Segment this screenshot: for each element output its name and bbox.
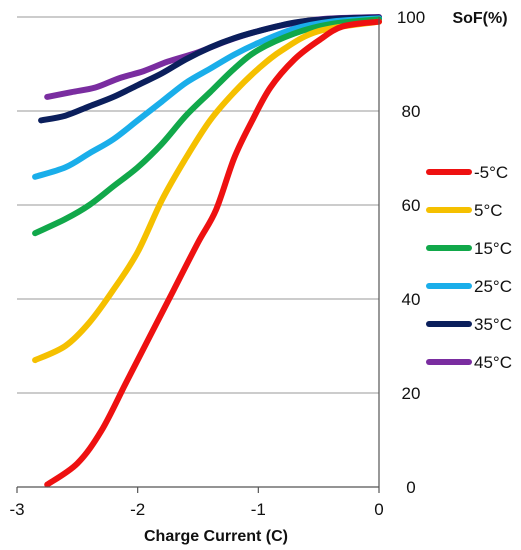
x-tick-label: 0 xyxy=(374,500,383,519)
legend-label: 25°C xyxy=(474,277,512,296)
series-line xyxy=(38,14,382,124)
axes xyxy=(17,17,380,488)
series-line xyxy=(44,18,382,488)
series-line xyxy=(32,18,382,364)
y-tick-label: 60 xyxy=(402,196,421,215)
x-tick-labels: -3 -2 -1 0 xyxy=(9,487,384,519)
series-lines xyxy=(32,14,382,488)
y-tick-labels: 0 20 40 60 80 100 xyxy=(397,8,425,497)
y-tick-label: 80 xyxy=(402,102,421,121)
x-tick-label: -2 xyxy=(130,500,145,519)
series-line xyxy=(32,16,382,237)
x-axis-title: Charge Current (C) xyxy=(144,528,288,545)
y-tick-label: 0 xyxy=(406,478,415,497)
legend: -5°C 5°C 15°C 25°C 35°C 45°C xyxy=(426,163,512,372)
y-tick-label: 100 xyxy=(397,8,425,27)
y-tick-label: 20 xyxy=(402,384,421,403)
legend-label: 15°C xyxy=(474,239,512,258)
x-tick-label: -1 xyxy=(251,500,266,519)
legend-label: 5°C xyxy=(474,201,503,220)
series-line xyxy=(32,15,382,180)
legend-label: -5°C xyxy=(474,163,508,182)
y-tick-label: 40 xyxy=(402,290,421,309)
legend-label: 45°C xyxy=(474,353,512,372)
y-axis-title: SoF(%) xyxy=(452,10,507,27)
legend-label: 35°C xyxy=(474,315,512,334)
x-tick-label: -3 xyxy=(9,500,24,519)
